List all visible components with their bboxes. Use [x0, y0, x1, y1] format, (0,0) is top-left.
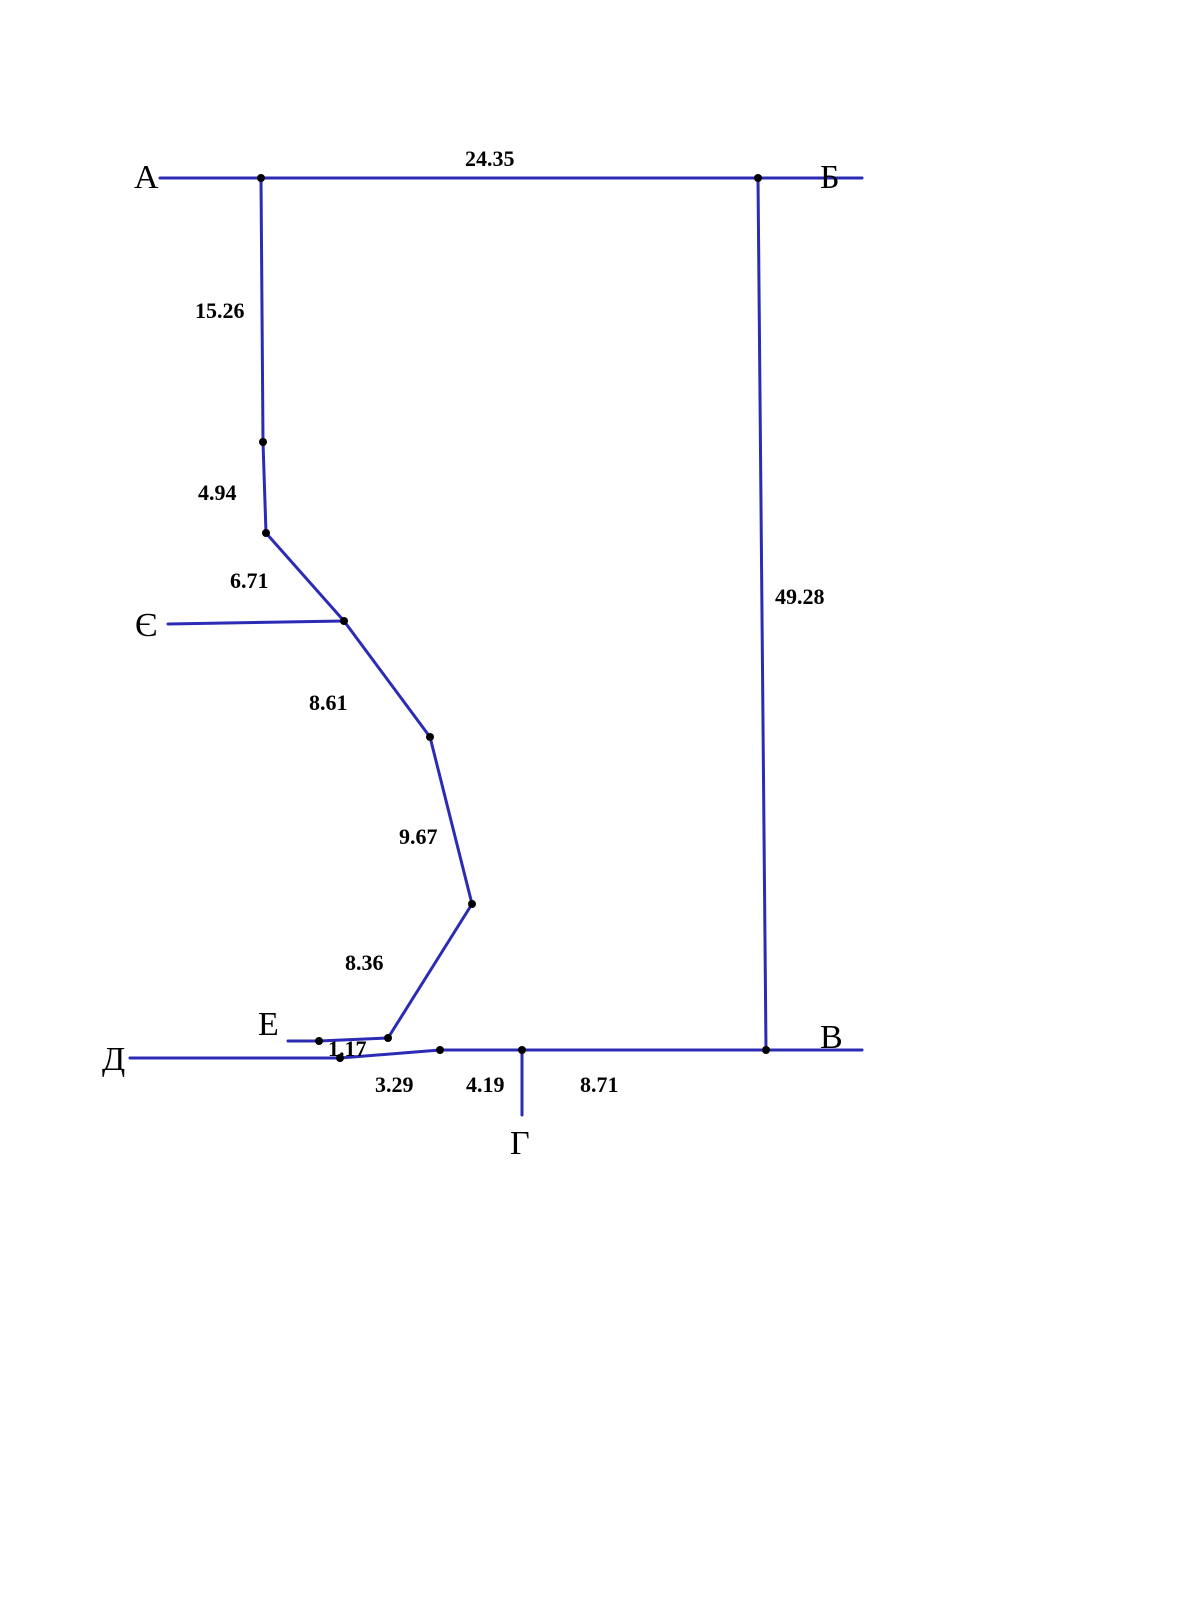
node-dot [262, 529, 270, 537]
edge-label: 15.26 [195, 298, 245, 323]
edge-nA-p1 [261, 178, 263, 442]
edge-p2-p3 [266, 533, 344, 621]
node-dot [468, 900, 476, 908]
node-dot [384, 1034, 392, 1042]
node-dot [426, 733, 434, 741]
vertex-label-G: Г [510, 1125, 530, 1162]
edge-label: 4.19 [466, 1072, 505, 1097]
edge-label: 9.67 [399, 824, 438, 849]
edge-nB-pV [758, 178, 766, 1050]
vertex-label-A: А [134, 159, 159, 196]
edge-label: 4.94 [198, 480, 237, 505]
node-dot [315, 1037, 323, 1045]
edge-Ye_end-p3 [168, 621, 344, 624]
vertex-label-V: В [820, 1019, 843, 1056]
edge-label: 6.71 [230, 568, 269, 593]
node-dot [340, 617, 348, 625]
node-dot [762, 1046, 770, 1054]
vertex-label-B_top: Б [820, 159, 840, 196]
nodes-layer [257, 174, 770, 1062]
edge-label: 49.28 [775, 584, 825, 609]
node-dot [257, 174, 265, 182]
edge-label: 8.71 [580, 1072, 619, 1097]
node-dot [754, 174, 762, 182]
edge-p1-p2 [263, 442, 266, 533]
vertex-label-Ye: Є [135, 607, 157, 644]
vertex-label-E: Е [258, 1006, 279, 1043]
edge-p4-p5 [430, 737, 472, 904]
vertex-label-D: Д [102, 1041, 125, 1078]
edge-label: 24.35 [465, 146, 515, 171]
edge-label: 3.29 [375, 1072, 414, 1097]
node-dot [518, 1046, 526, 1054]
node-dot [436, 1046, 444, 1054]
edge-label: 8.36 [345, 950, 384, 975]
edge-p5-p6 [388, 904, 472, 1038]
edge-label: 1.17 [328, 1036, 367, 1061]
edge-label: 8.61 [309, 690, 348, 715]
node-dot [259, 438, 267, 446]
edge-p3-p4 [344, 621, 430, 737]
survey-diagram: 24.35 15.26 4.94 6.71 8.61 9.67 8.36 1.17 49.28 3… [0, 0, 1200, 1600]
